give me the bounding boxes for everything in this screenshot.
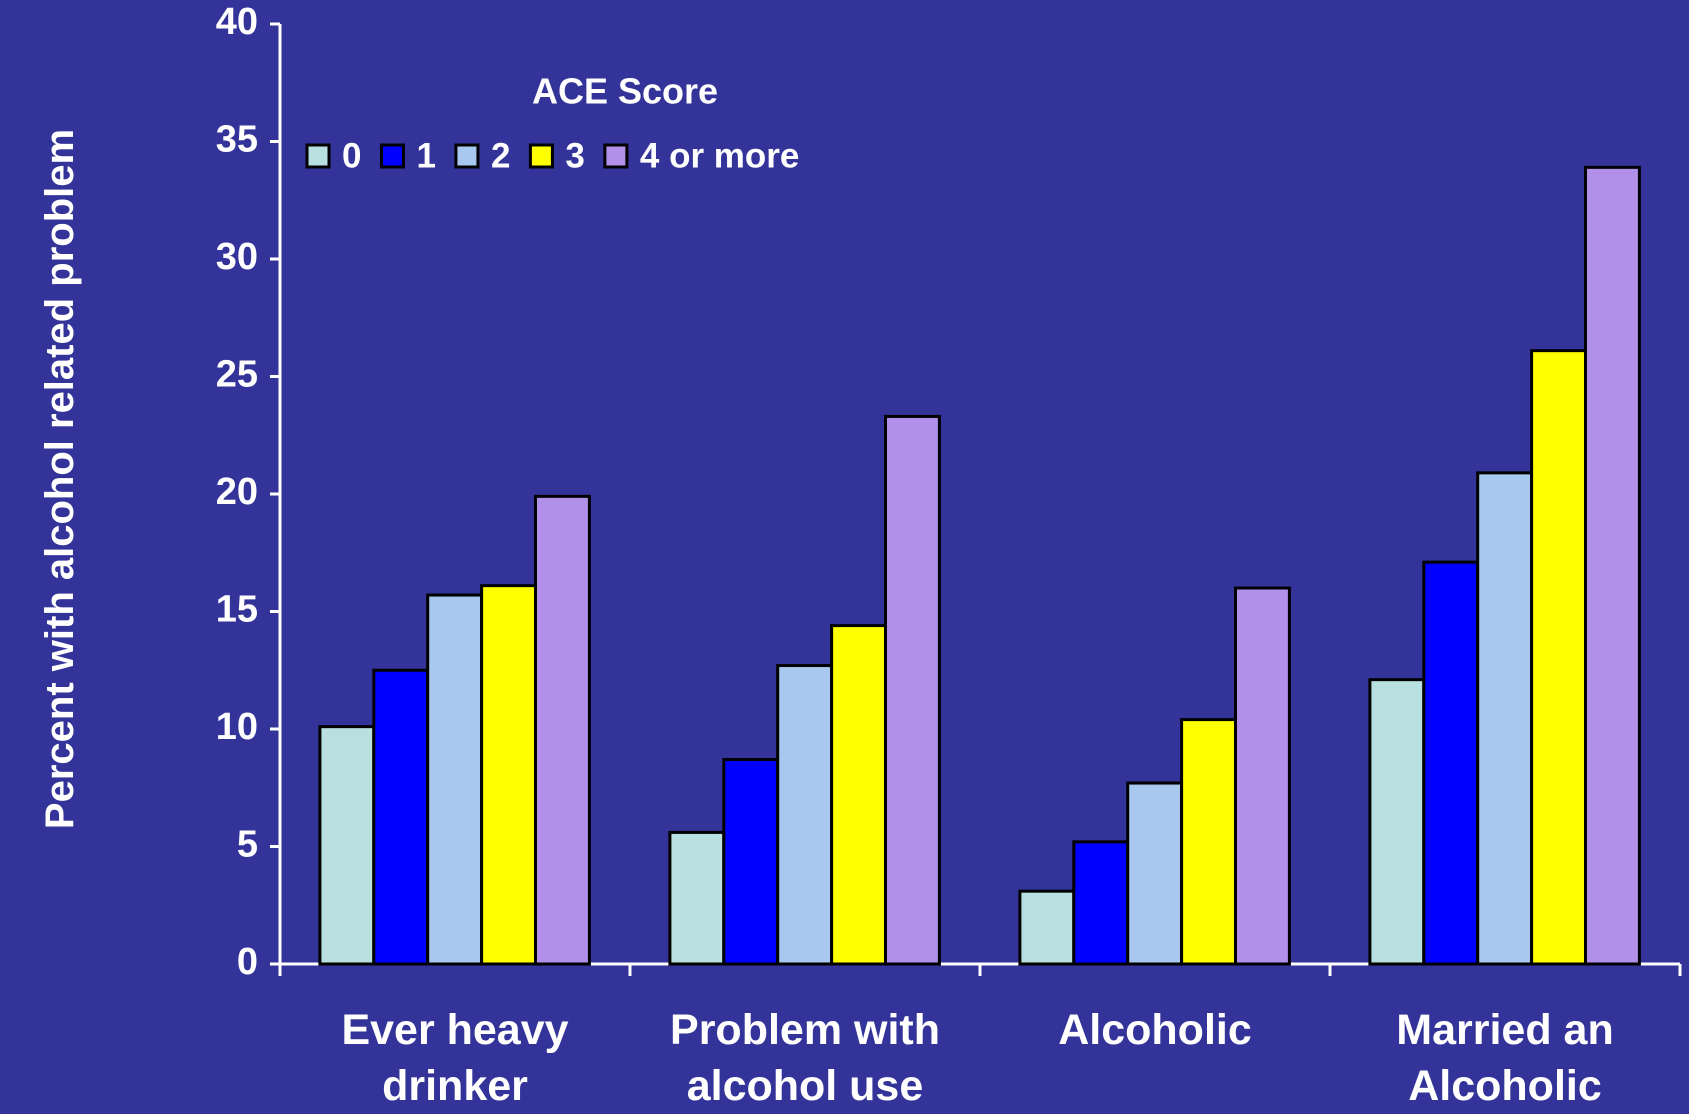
legend-swatch	[305, 143, 331, 169]
legend-swatch	[454, 143, 480, 169]
y-tick-label: 0	[237, 941, 258, 983]
y-tick-label: 35	[216, 119, 258, 161]
bar	[1422, 560, 1480, 966]
legend-label: 4 or more	[640, 136, 800, 175]
y-tick-label: 10	[216, 706, 258, 748]
bar	[668, 830, 726, 966]
legend-swatch	[528, 143, 554, 169]
bar	[1018, 889, 1076, 966]
y-axis-label: Percent with alcohol related problem	[38, 128, 82, 830]
x-tick-label: Married an Alcoholic	[1396, 1006, 1614, 1110]
bar	[426, 593, 484, 966]
y-tick-label: 5	[237, 824, 258, 866]
bar	[480, 584, 538, 966]
legend-label: 3	[565, 136, 584, 175]
bar	[1584, 165, 1641, 966]
x-tick-label: Problem with alcohol use	[670, 1006, 940, 1110]
y-tick-label: 15	[216, 589, 258, 631]
bar	[1476, 471, 1534, 966]
bar	[884, 414, 941, 966]
bar	[722, 758, 780, 966]
bar	[1234, 586, 1291, 966]
bar	[830, 624, 887, 966]
bar	[318, 725, 376, 966]
y-tick-label: 25	[216, 354, 258, 396]
y-tick-label: 30	[216, 236, 258, 278]
y-tick-label: 20	[216, 471, 258, 513]
y-tick-label: 40	[216, 1, 258, 43]
bar	[776, 664, 834, 966]
bar	[372, 668, 430, 966]
bar	[1530, 349, 1587, 966]
legend-label: 1	[416, 136, 435, 175]
bar	[1368, 678, 1426, 966]
legend-label: 2	[491, 136, 510, 175]
legend-swatch	[379, 143, 405, 169]
bar	[534, 494, 591, 966]
bar	[1126, 781, 1184, 966]
legend-swatch	[603, 143, 629, 169]
bar	[1072, 840, 1130, 966]
legend-title: ACE Score	[532, 71, 718, 112]
legend-label: 0	[342, 136, 361, 175]
x-tick-label: Ever heavy drinker	[341, 1006, 569, 1110]
x-tick-label: Alcoholic	[1058, 1006, 1252, 1054]
bar	[1180, 718, 1237, 966]
